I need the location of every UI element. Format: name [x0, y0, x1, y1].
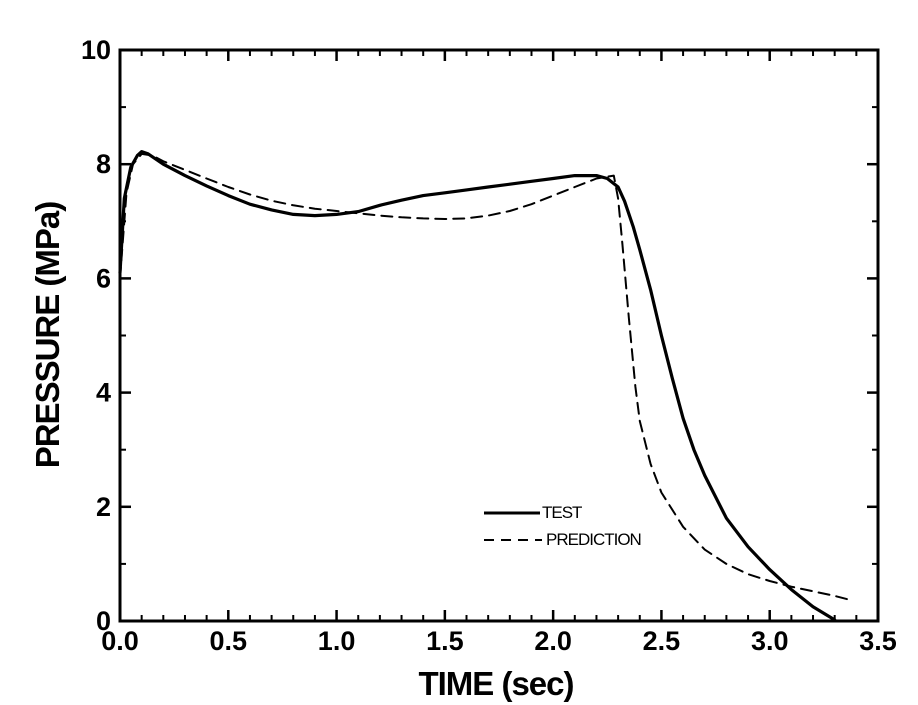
x-tick-label: 3.5 — [859, 626, 897, 656]
x-tick-label: 0.0 — [101, 626, 139, 656]
legend-label-prediction: PREDICTION — [546, 530, 641, 549]
axis-ticks: 0.0 0.5 1.0 1.5 2.0 2.5 3.0 3.5 0 2 4 6 8 10 — [81, 35, 897, 656]
y-tick-label: 4 — [96, 378, 111, 408]
plot-area — [118, 48, 880, 623]
y-tick-label: 10 — [81, 35, 111, 65]
y-tick-label: 8 — [96, 149, 111, 179]
series-lines — [118, 150, 849, 622]
series-line-prediction — [119, 152, 849, 601]
x-axis-title: TIME (sec) — [418, 665, 573, 702]
y-tick-label: 2 — [96, 492, 111, 522]
y-tick-label: 0 — [96, 606, 111, 636]
series-line-test — [118, 150, 837, 622]
plot-frame — [118, 48, 880, 623]
x-tick-label: 0.5 — [210, 626, 248, 656]
y-tick-label: 6 — [96, 263, 111, 293]
x-tick-label: 2.5 — [643, 626, 681, 656]
x-tick-label: 1.5 — [426, 626, 464, 656]
legend: TEST PREDICTION — [484, 503, 642, 549]
x-tick-label: 2.0 — [534, 626, 572, 656]
legend-label-test: TEST — [542, 503, 582, 522]
y-axis-title: PRESSURE (MPa) — [29, 202, 66, 469]
x-tick-label: 1.0 — [318, 626, 356, 656]
x-tick-label: 3.0 — [751, 626, 789, 656]
